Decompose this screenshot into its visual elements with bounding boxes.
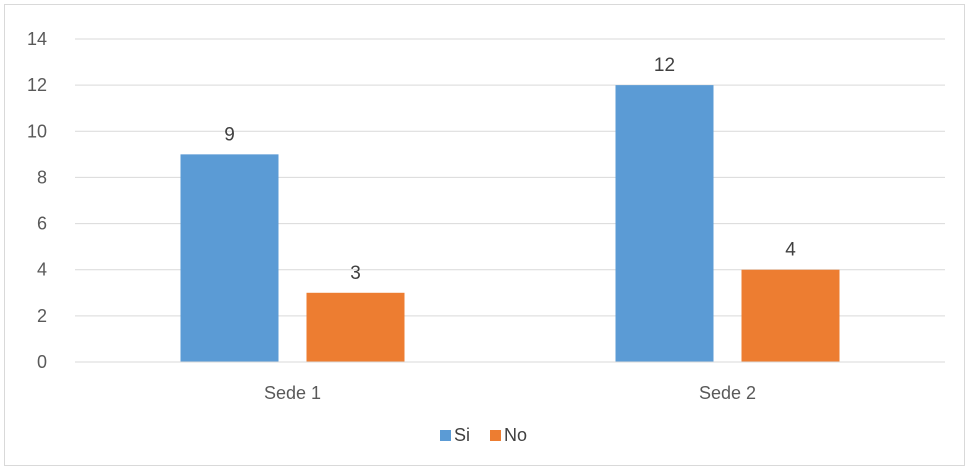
y-tick-label: 2: [37, 306, 47, 326]
legend-label-no: No: [504, 425, 527, 445]
data-label: 9: [224, 124, 235, 145]
y-tick-label: 10: [27, 121, 47, 141]
x-tick-label: Sede 2: [699, 383, 756, 403]
legend-label-si: Si: [454, 425, 470, 445]
legend-swatch-no: [490, 430, 501, 441]
y-tick-label: 0: [37, 352, 47, 372]
data-label: 4: [785, 240, 796, 261]
bar-si-1: [180, 154, 279, 362]
data-labels: 9 3 12 4: [224, 55, 796, 284]
bar-si-2: [615, 85, 714, 363]
y-axis-ticks: 0 2 4 6 8 10 12 14: [27, 29, 47, 372]
y-tick-label: 6: [37, 214, 47, 234]
data-label: 3: [350, 263, 361, 284]
bar-no-1: [306, 292, 405, 362]
x-axis-ticks: Sede 1 Sede 2: [264, 383, 756, 403]
legend-swatch-si: [440, 430, 451, 441]
chart-frame: [4, 4, 965, 466]
bar-no-2: [741, 269, 840, 362]
legend: Si No: [440, 425, 527, 445]
bars: [180, 85, 840, 363]
x-tick-label: Sede 1: [264, 383, 321, 403]
y-tick-label: 14: [27, 29, 47, 49]
y-tick-label: 8: [37, 167, 47, 187]
y-tick-label: 4: [37, 260, 47, 280]
data-label: 12: [654, 55, 675, 76]
y-tick-label: 12: [27, 75, 47, 95]
